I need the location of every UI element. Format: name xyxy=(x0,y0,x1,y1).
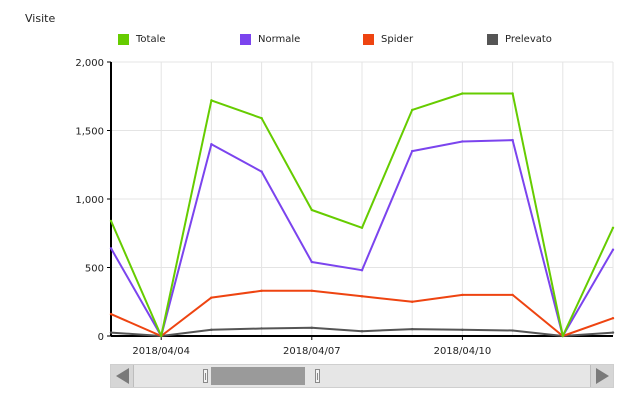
data-point xyxy=(411,149,414,153)
data-point xyxy=(561,334,564,338)
data-point xyxy=(310,289,313,292)
data-point xyxy=(210,328,213,332)
data-point xyxy=(360,269,364,272)
scroll-left-button[interactable] xyxy=(111,365,134,387)
data-point xyxy=(411,327,414,331)
data-point xyxy=(310,260,313,264)
legend-swatch-normale xyxy=(240,34,251,45)
scroll-track[interactable] xyxy=(133,365,591,387)
range-end-handle[interactable] xyxy=(315,369,320,383)
y-tick-label: 1,500 xyxy=(75,127,104,138)
y-tick-label: 0 xyxy=(98,332,104,343)
data-point xyxy=(260,327,263,330)
x-tick-label: 2018/04/07 xyxy=(283,346,341,357)
y-tick-label: 1,000 xyxy=(75,195,104,206)
data-point xyxy=(360,330,364,333)
legend-item-normale[interactable]: Normale xyxy=(240,34,300,45)
data-point xyxy=(210,296,213,299)
arrow-right-icon xyxy=(595,368,609,384)
data-point xyxy=(511,293,514,297)
data-point xyxy=(310,208,313,212)
x-tick-label: 2018/04/10 xyxy=(434,346,492,357)
range-start-handle[interactable] xyxy=(203,369,208,383)
data-point xyxy=(109,219,113,223)
x-tick-label: 2018/04/04 xyxy=(132,346,190,357)
data-point xyxy=(511,92,514,95)
legend-swatch-totale xyxy=(118,34,129,45)
data-point xyxy=(511,138,514,142)
data-point xyxy=(360,295,364,298)
data-point xyxy=(310,326,313,329)
data-point xyxy=(210,143,213,146)
data-point xyxy=(611,331,615,334)
data-point xyxy=(260,116,263,120)
data-point xyxy=(160,334,163,338)
data-point xyxy=(210,99,213,102)
data-point xyxy=(611,248,615,251)
legend: Totale Normale Spider Prelevato xyxy=(118,34,618,50)
legend-item-totale[interactable]: Totale xyxy=(118,34,166,45)
legend-label-prelevato: Prelevato xyxy=(505,34,552,45)
data-point xyxy=(461,140,464,143)
data-point xyxy=(461,328,464,332)
chart-title: Visite xyxy=(25,12,56,25)
data-point xyxy=(411,300,414,303)
scroll-thumb[interactable] xyxy=(189,365,329,387)
scroll-right-button[interactable] xyxy=(590,365,613,387)
data-point xyxy=(461,92,464,95)
legend-item-prelevato[interactable]: Prelevato xyxy=(487,34,552,45)
scroll-thumb-body[interactable] xyxy=(211,367,305,385)
y-tick-label: 500 xyxy=(85,264,104,275)
data-point xyxy=(109,312,113,316)
range-scrollbar[interactable] xyxy=(110,364,614,388)
legend-label-spider: Spider xyxy=(381,34,414,45)
legend-swatch-prelevato xyxy=(487,34,498,45)
y-tick-label: 2,000 xyxy=(75,58,104,69)
data-point xyxy=(109,331,113,334)
legend-swatch-spider xyxy=(363,34,374,45)
data-point xyxy=(411,108,414,112)
data-point xyxy=(611,226,615,229)
data-point xyxy=(511,329,514,332)
data-point xyxy=(611,316,615,320)
arrow-left-icon xyxy=(115,368,129,384)
data-point xyxy=(360,226,364,229)
data-point xyxy=(461,293,464,297)
data-point xyxy=(260,289,263,292)
legend-item-spider[interactable]: Spider xyxy=(363,34,413,45)
legend-label-normale: Normale xyxy=(258,34,301,45)
legend-label-totale: Totale xyxy=(136,34,166,45)
data-point xyxy=(109,247,113,250)
data-point xyxy=(260,170,263,173)
